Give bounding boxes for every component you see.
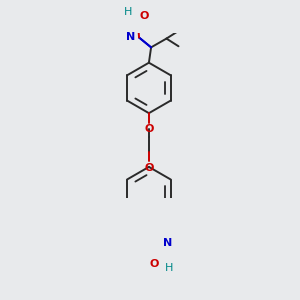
Text: O: O bbox=[139, 11, 148, 21]
Text: O: O bbox=[144, 163, 154, 172]
Text: N: N bbox=[163, 238, 172, 248]
Text: N: N bbox=[126, 32, 135, 43]
Text: H: H bbox=[165, 263, 174, 273]
Text: O: O bbox=[144, 124, 154, 134]
Text: H: H bbox=[124, 7, 133, 16]
Text: O: O bbox=[149, 259, 159, 269]
